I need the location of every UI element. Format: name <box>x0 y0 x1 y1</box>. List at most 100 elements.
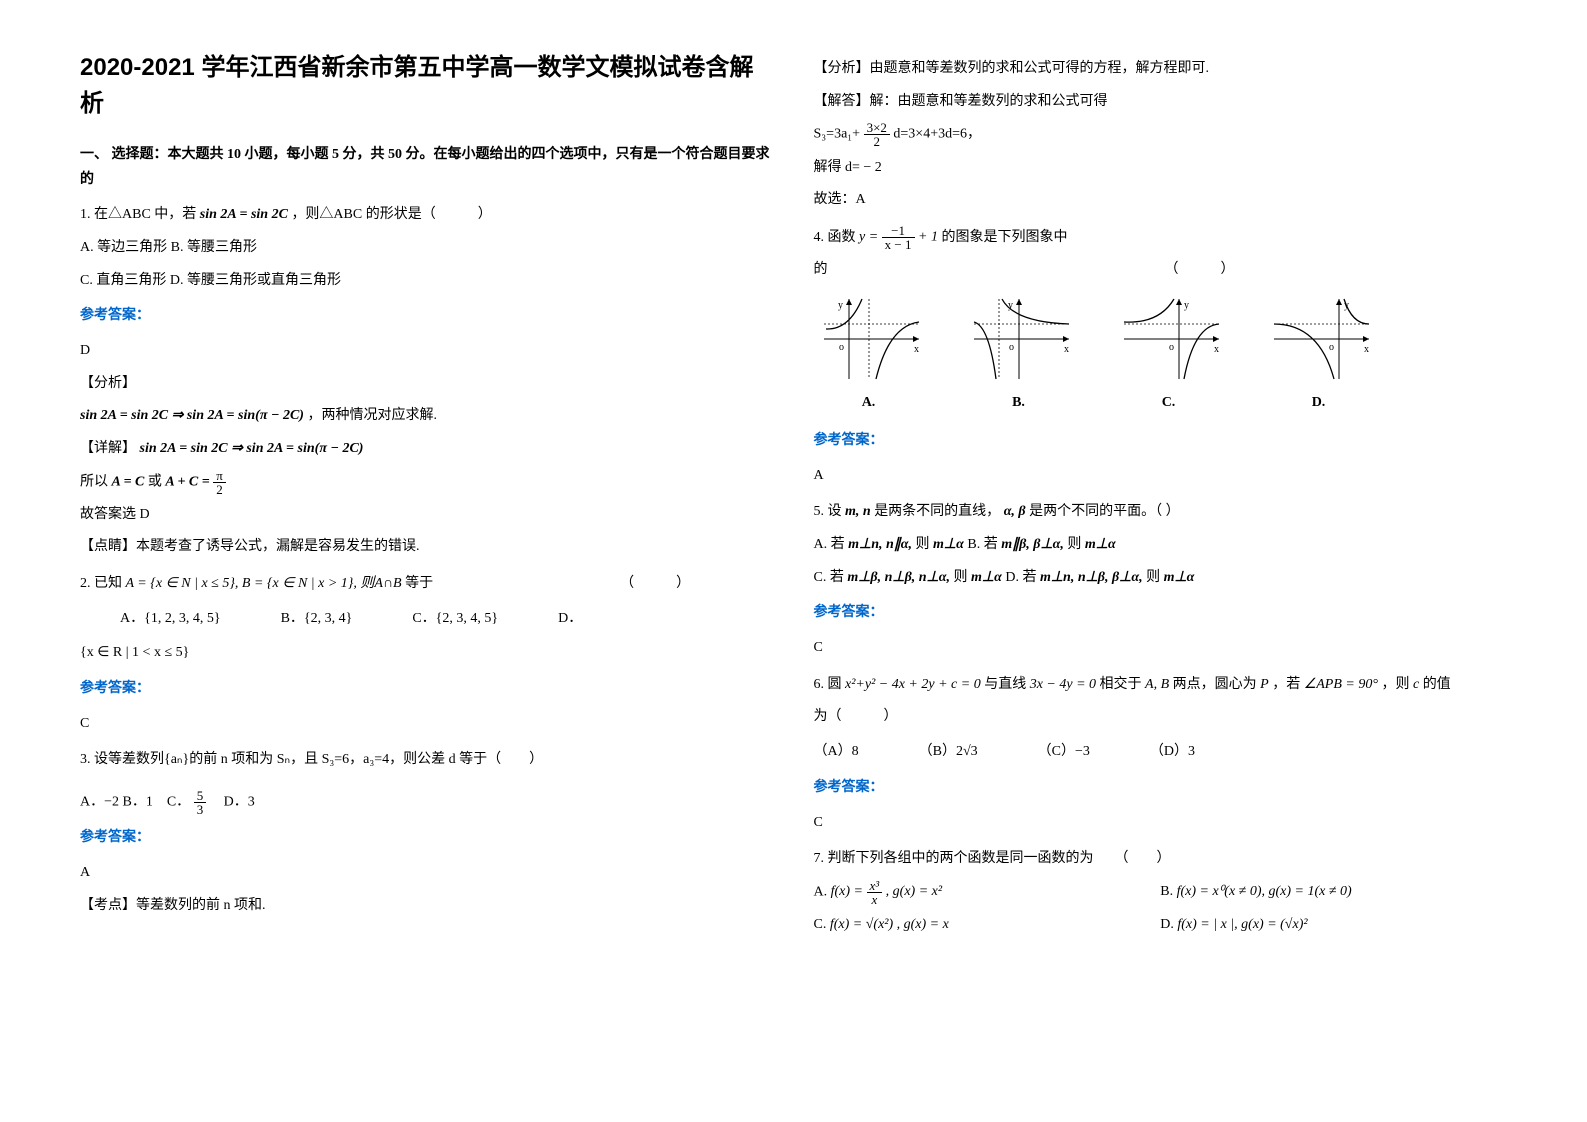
q2-suffix: 等于 <box>405 576 433 591</box>
q1-answer-label: 参考答案： <box>80 302 774 330</box>
graph-b-label: B. <box>964 389 1074 417</box>
q5-optD-mid: 则 <box>1146 570 1160 585</box>
q5-answer: C <box>814 635 1508 662</box>
q4-paren: （ ） <box>1165 262 1235 277</box>
q3-kaodian: 【考点】等差数列的前 n 项和. <box>80 893 774 920</box>
q5-optB-g: m⊥α <box>1085 537 1116 552</box>
q4-answer-label: 参考答案： <box>814 427 1508 455</box>
q3-answer: A <box>80 860 774 887</box>
q5-optB-pre: B. 若 <box>967 537 997 552</box>
q1-so-line2: 故答案选 D <box>80 502 774 529</box>
q5-optD-g: m⊥α <box>1164 570 1195 585</box>
q2-optA: A．{1, 2, 3, 4, 5} <box>120 606 221 633</box>
q3-optA-pre: A．−2 B．1 C． <box>80 795 190 810</box>
q7-optA-pre: A. <box>814 884 828 899</box>
question-2: 2. 已知 A = {x ∈ N | x ≤ 5}, B = {x ∈ N | … <box>80 571 774 737</box>
q1-suffix: ，则△ABC 的形状是（ ） <box>291 207 491 222</box>
q3-text: 3. 设等差数列{aₙ}的前 n 项和为 Sₙ，且 S₃=6，a₃=4，则公差 … <box>80 747 774 774</box>
r-thus: 故选：A <box>814 187 1508 214</box>
q2-lastline: {x ∈ R | 1 < x ≤ 5} <box>80 640 774 667</box>
q5-answer-label: 参考答案： <box>814 599 1508 627</box>
q6-answer-label: 参考答案： <box>814 774 1508 802</box>
q2-prefix: 2. 已知 <box>80 576 122 591</box>
q4-fsuffix: + 1 <box>918 229 938 244</box>
svg-text:y: y <box>1184 300 1189 311</box>
q6-ab: A, B <box>1145 677 1169 692</box>
q3-optA-post: D．3 <box>210 795 255 810</box>
svg-text:o: o <box>1329 342 1334 353</box>
q6-c: c <box>1413 677 1419 692</box>
q5-prefix: 5. 设 <box>814 504 842 519</box>
q6-mid3: 两点，圆心为 <box>1173 677 1257 692</box>
document-title: 2020-2021 学年江西省新余市第五中学高一数学文模拟试卷含解析 <box>80 50 774 122</box>
q5-optC-f: m⊥β, n⊥β, n⊥α, <box>847 570 950 585</box>
q6-mid2: 相交于 <box>1100 677 1142 692</box>
q6-circle: x²+y² − 4x + 2y + c = 0 <box>845 677 981 692</box>
q7-optC-pre: C. <box>814 917 827 932</box>
q7-optB: f(x) = x⁰(x ≠ 0), g(x) = 1(x ≠ 0) <box>1177 884 1352 899</box>
r-solve-label: 【解答】解：由题意和等差数列的求和公式可得 <box>814 89 1508 116</box>
graph-c-icon: x y o <box>1114 294 1224 384</box>
q7-optA-num: x³ <box>867 879 883 893</box>
q5-optA-mid: 则 <box>916 537 930 552</box>
q6-prefix: 6. 圆 <box>814 677 842 692</box>
q2-answer-label: 参考答案： <box>80 675 774 703</box>
graph-d-label: D. <box>1264 389 1374 417</box>
graph-c-label: C. <box>1114 389 1224 417</box>
q7-optD: f(x) = | x |, g(x) = (√x)² <box>1177 917 1307 932</box>
r-s3-prefix: S₃=3a₁+ <box>814 127 861 142</box>
q7-text: 7. 判断下列各组中的两个函数是同一函数的为 （ ） <box>814 846 1508 873</box>
q1-prefix: 1. 在△ABC 中，若 <box>80 207 200 222</box>
q5-optC-pre: C. 若 <box>814 570 844 585</box>
question-7: 7. 判断下列各组中的两个函数是同一函数的为 （ ） A. f(x) = x³ … <box>814 846 1508 939</box>
q2-optB: B．{2, 3, 4} <box>281 606 353 633</box>
q7-optB-pre: B. <box>1160 884 1173 899</box>
q1-so-f2-num: π <box>213 469 226 483</box>
q5-optC-g: m⊥α <box>971 570 1002 585</box>
q6-optC: （C）−3 <box>1038 739 1090 766</box>
q6-answer: C <box>814 810 1508 837</box>
q1-opt-a: A. 等边三角形 B. 等腰三角形 <box>80 235 774 262</box>
q5-optD-pre: D. 若 <box>1005 570 1036 585</box>
q4-de: 的 <box>814 262 828 277</box>
q6-line: 3x − 4y = 0 <box>1030 677 1096 692</box>
question-4: 4. 函数 y = −1 x − 1 + 1 的图象是下列图象中 的 （ ） <box>814 224 1508 490</box>
section-1-header: 一、 选择题：本大题共 10 小题，每小题 5 分，共 50 分。在每小题给出的… <box>80 142 774 192</box>
q1-so-prefix: 所以 <box>80 474 108 489</box>
q5-optD-f: m⊥n, n⊥β, β⊥α, <box>1040 570 1143 585</box>
q5-mid: 是两条不同的直线， <box>874 504 1000 519</box>
svg-text:o: o <box>839 342 844 353</box>
svg-text:x: x <box>1214 344 1219 355</box>
q5-optB-mid: 则 <box>1067 537 1081 552</box>
q3-frac-den: 3 <box>194 803 207 816</box>
q6-optA: （A）8 <box>814 739 859 766</box>
q1-detail-formula: sin 2A = sin 2C ⇒ sin 2A = sin(π − 2C) <box>140 441 364 456</box>
q6-optD: （D）3 <box>1150 739 1195 766</box>
r-analysis: 【分析】由题意和等差数列的求和公式可得的方程，解方程即可. <box>814 56 1508 83</box>
q4-graphs: x y o A. x <box>814 294 1508 417</box>
q2-answer: C <box>80 711 774 738</box>
svg-text:o: o <box>1009 342 1014 353</box>
r-solve-d: 解得 d= − 2 <box>814 155 1508 182</box>
q7-optD-pre: D. <box>1160 917 1174 932</box>
q5-optC-mid: 则 <box>953 570 967 585</box>
q1-so-mid: 或 <box>148 474 162 489</box>
right-column: 【分析】由题意和等差数列的求和公式可得的方程，解方程即可. 【解答】解：由题意和… <box>794 50 1528 1072</box>
q1-analysis-suffix: ，两种情况对应求解. <box>307 408 437 423</box>
r-s3-num: 3×2 <box>864 121 890 135</box>
svg-text:x: x <box>1364 344 1369 355</box>
question-1: 1. 在△ABC 中，若 sin 2A = sin 2C ，则△ABC 的形状是… <box>80 202 774 561</box>
graph-a-icon: x y o <box>814 294 924 384</box>
q5-optA-pre: A. 若 <box>814 537 845 552</box>
q5-optA-g: m⊥α <box>933 537 964 552</box>
question-5: 5. 设 m, n 是两条不同的直线， α, β 是两个不同的平面。（ ） A.… <box>814 499 1508 661</box>
q2-paren: （ ） <box>620 576 690 591</box>
q1-analysis-label: 【分析】 <box>80 371 774 398</box>
q3-frac-num: 5 <box>194 789 207 803</box>
q5-optB-f: m∥β, β⊥α, <box>1001 537 1064 552</box>
q4-yeq: y = <box>859 229 878 244</box>
q1-note: 【点睛】本题考查了诱导公式，漏解是容易发生的错误. <box>80 534 774 561</box>
q1-so-f1: A = C <box>112 474 145 489</box>
svg-text:x: x <box>1064 344 1069 355</box>
q4-prefix: 4. 函数 <box>814 230 856 245</box>
